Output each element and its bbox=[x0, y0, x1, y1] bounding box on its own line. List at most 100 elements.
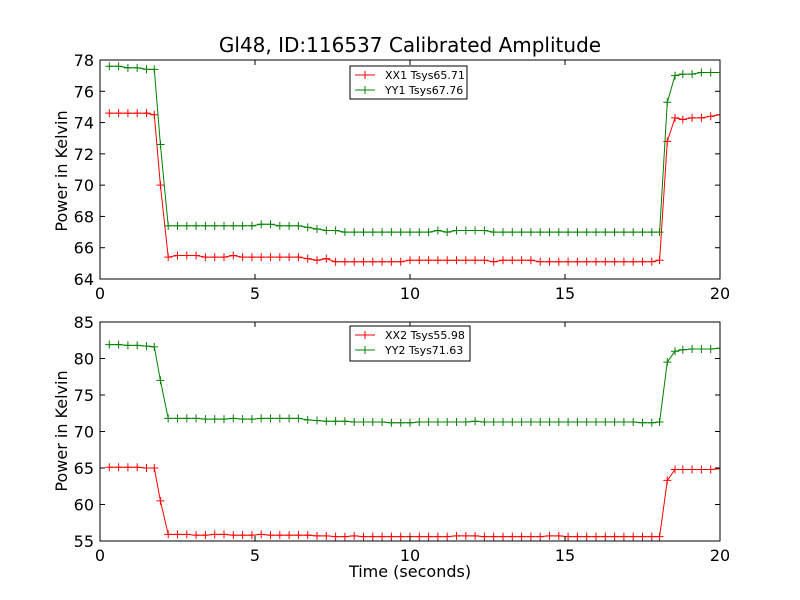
data-point-marker bbox=[688, 465, 697, 474]
data-point-marker bbox=[378, 418, 387, 427]
data-point-marker bbox=[266, 531, 275, 540]
data-point-marker bbox=[238, 415, 247, 424]
data-point-marker bbox=[499, 532, 507, 541]
y-tick-label: 70 bbox=[74, 423, 94, 442]
data-point-marker bbox=[526, 256, 535, 265]
data-point-marker bbox=[105, 463, 114, 472]
data-point-marker bbox=[340, 532, 349, 541]
data-point-marker bbox=[406, 256, 414, 265]
data-point-marker bbox=[285, 531, 294, 540]
data-point-marker bbox=[573, 532, 582, 541]
data-point-marker bbox=[678, 115, 687, 124]
data-point-marker bbox=[201, 415, 210, 424]
y-tick-label: 64 bbox=[74, 270, 94, 289]
data-point-marker bbox=[638, 257, 647, 266]
data-point-marker bbox=[378, 257, 387, 266]
data-point-marker bbox=[173, 414, 182, 423]
data-point-marker bbox=[573, 228, 582, 237]
data-point-marker bbox=[285, 414, 294, 423]
data-point-marker bbox=[238, 221, 247, 230]
data-point-marker bbox=[471, 256, 480, 265]
y-tick-label: 66 bbox=[74, 239, 94, 258]
data-point-marker bbox=[192, 531, 201, 540]
data-point-marker bbox=[123, 463, 132, 472]
legend: XX2 Tsys55.98 YY2 Tsys71.63 bbox=[349, 325, 471, 362]
data-point-marker bbox=[601, 532, 610, 541]
data-point-marker bbox=[564, 418, 573, 427]
legend-box bbox=[349, 65, 468, 100]
data-point-marker bbox=[564, 257, 573, 266]
data-point-marker bbox=[303, 531, 312, 540]
plot-area-bottom: 0 5 10 15 20 55 60 65 70 75 80 85 XX2 Tsys55.98 YY2 T… bbox=[74, 313, 731, 565]
data-point-marker bbox=[182, 530, 191, 539]
data-point-marker bbox=[678, 70, 687, 79]
x-tick-label: 10 bbox=[400, 546, 420, 565]
data-point-marker bbox=[210, 415, 219, 424]
data-point-marker bbox=[592, 257, 600, 266]
data-point-marker bbox=[313, 224, 321, 233]
y-tick-label: 80 bbox=[74, 350, 94, 369]
data-point-marker bbox=[150, 110, 159, 119]
data-point-marker bbox=[114, 340, 123, 349]
data-point-marker bbox=[210, 253, 219, 262]
x-tick-label: 20 bbox=[710, 546, 730, 565]
data-point-marker bbox=[114, 463, 123, 472]
data-point-marker bbox=[275, 253, 284, 262]
data-point-marker bbox=[592, 418, 600, 427]
data-point-marker bbox=[387, 418, 396, 427]
data-point-marker bbox=[123, 109, 132, 118]
data-point-marker bbox=[671, 113, 680, 122]
data-point-marker bbox=[340, 257, 349, 266]
data-point-marker bbox=[499, 256, 507, 265]
data-point-marker bbox=[554, 257, 563, 266]
data-point-marker bbox=[220, 530, 228, 539]
data-point-marker bbox=[294, 253, 303, 262]
data-point-marker bbox=[526, 418, 535, 427]
data-point-marker bbox=[678, 465, 687, 474]
data-point-marker bbox=[105, 62, 114, 71]
data-point-marker bbox=[499, 418, 507, 427]
data-point-marker bbox=[164, 414, 173, 423]
data-point-marker bbox=[156, 376, 165, 385]
data-point-marker bbox=[433, 256, 442, 265]
legend-marker bbox=[361, 71, 369, 79]
data-point-marker bbox=[517, 418, 526, 427]
y-tick-label: 76 bbox=[74, 82, 94, 101]
data-point-marker bbox=[655, 418, 664, 427]
data-point-marker bbox=[201, 531, 210, 540]
data-point-marker bbox=[331, 417, 340, 426]
data-point-marker bbox=[415, 256, 424, 265]
legend-label: XX1 Tsys65.71 bbox=[385, 69, 465, 82]
data-point-marker bbox=[313, 256, 321, 265]
x-tick-label: 0 bbox=[95, 284, 105, 303]
data-point-marker bbox=[452, 256, 461, 265]
data-point-marker bbox=[150, 464, 159, 472]
data-point-marker bbox=[331, 226, 340, 235]
data-point-marker bbox=[638, 228, 647, 237]
data-point-marker bbox=[387, 257, 396, 266]
data-point-marker bbox=[697, 345, 706, 354]
data-point-marker bbox=[123, 63, 132, 72]
data-point-marker bbox=[582, 418, 591, 427]
data-point-marker bbox=[489, 257, 498, 266]
data-point-marker bbox=[322, 226, 331, 235]
data-point-marker bbox=[173, 251, 182, 260]
data-point-marker bbox=[201, 221, 210, 230]
legend: XX1 Tsys65.71 YY1 Tsys67.76 bbox=[349, 65, 468, 100]
data-point-marker bbox=[424, 418, 433, 427]
data-point-marker bbox=[697, 465, 706, 474]
data-point-marker bbox=[142, 65, 151, 74]
data-point-marker bbox=[629, 257, 638, 266]
data-point-marker bbox=[415, 228, 424, 237]
data-point-marker bbox=[706, 112, 715, 121]
legend-marker bbox=[361, 331, 369, 339]
data-point-marker bbox=[619, 532, 628, 541]
data-point-marker bbox=[452, 418, 461, 427]
data-point-marker bbox=[247, 221, 256, 230]
data-point-marker bbox=[331, 257, 340, 266]
data-point-marker bbox=[156, 140, 165, 149]
data-point-marker bbox=[257, 414, 266, 423]
data-point-marker bbox=[396, 257, 405, 266]
y-tick-label: 72 bbox=[74, 145, 94, 164]
data-point-marker bbox=[182, 221, 191, 230]
